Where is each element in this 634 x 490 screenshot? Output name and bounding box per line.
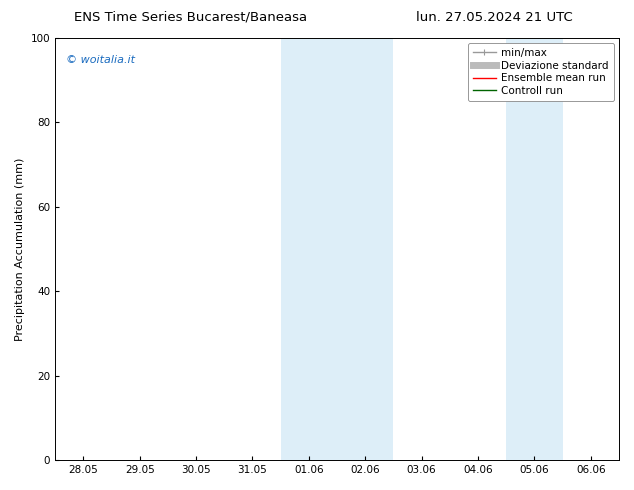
Text: lun. 27.05.2024 21 UTC: lun. 27.05.2024 21 UTC: [416, 11, 573, 24]
Legend: min/max, Deviazione standard, Ensemble mean run, Controll run: min/max, Deviazione standard, Ensemble m…: [468, 43, 614, 101]
Bar: [281, 38, 394, 460]
Text: © woitalia.it: © woitalia.it: [67, 54, 135, 65]
Bar: [506, 38, 562, 460]
Text: ENS Time Series Bucarest/Baneasa: ENS Time Series Bucarest/Baneasa: [74, 11, 307, 24]
Y-axis label: Precipitation Accumulation (mm): Precipitation Accumulation (mm): [15, 157, 25, 341]
